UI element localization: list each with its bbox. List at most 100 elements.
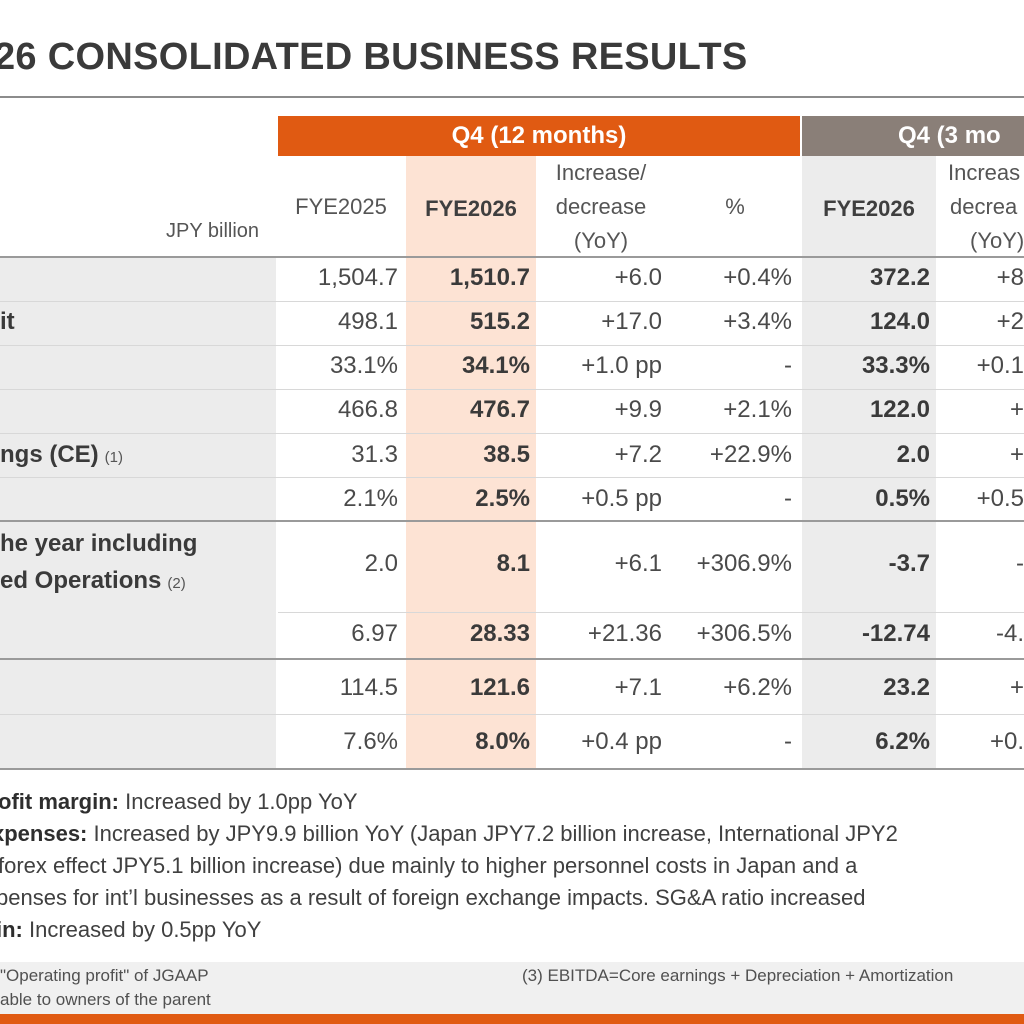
cell-yoy: +9.9: [614, 396, 662, 423]
title-divider: [0, 96, 1024, 98]
cell-fye2026: 38.5: [483, 441, 530, 468]
table-bottom-rule: [0, 768, 1024, 770]
col-header-increase-line2: decrease: [555, 194, 647, 219]
cell-yoy: +17.0: [601, 308, 662, 335]
cell-fye2025: 33.1%: [329, 352, 398, 379]
note-line: in: Increased by 0.5pp YoY: [0, 917, 262, 942]
row-rule: [0, 345, 1024, 346]
cell-fye2026: 2.5%: [475, 485, 530, 512]
cell-q3m-yoy: +0.: [989, 728, 1024, 755]
cell-yoy: +1.0 pp: [581, 352, 662, 379]
cell-yoy: +0.4 pp: [581, 728, 662, 755]
cell-pct: +306.5%: [696, 620, 792, 647]
col-header-increase-line3: (YoY): [573, 228, 629, 253]
cell-q3m: 23.2: [883, 674, 930, 701]
cell-fye2025: 114.5: [339, 674, 398, 701]
cell-q3m: 372.2: [869, 264, 930, 291]
label-column-shade: [0, 258, 276, 768]
footnote-ref-1: (1): [104, 449, 124, 466]
section-rule: [0, 520, 1024, 522]
note-line: penses for int’l businesses as a result …: [0, 885, 866, 910]
cell-pct: +0.4%: [723, 264, 792, 291]
cell-fye2026: 515.2: [469, 308, 530, 335]
col-header-increase-3m-line3: (YoY): [970, 228, 1024, 253]
row-label-6: he year including: [0, 530, 198, 557]
note-line: ofit margin: Increased by 1.0pp YoY: [0, 789, 358, 814]
col-header-percent: %: [725, 194, 745, 219]
cell-q3m-yoy: -: [1016, 550, 1024, 577]
row-rule: [0, 433, 1024, 434]
cell-pct: -: [784, 485, 792, 512]
fye2026-3m-column-shade: [802, 156, 936, 768]
cell-q3m-yoy: +2: [996, 308, 1024, 335]
cell-fye2025: 466.8: [337, 396, 398, 423]
cell-fye2025: 7.6%: [343, 728, 398, 755]
cell-q3m: 2.0: [896, 441, 930, 468]
col-header-increase-3m-line1: Increas: [948, 160, 1021, 185]
cell-pct: -: [784, 728, 792, 755]
row-rule: [0, 301, 1024, 302]
footnote-2: able to owners of the parent: [0, 990, 211, 1009]
cell-yoy: +6.1: [614, 550, 662, 577]
cell-fye2026: 1,510.7: [449, 264, 530, 291]
cell-q3m: 124.0: [869, 308, 930, 335]
cell-fye2025: 2.1%: [343, 485, 398, 512]
page-title: 26 CONSOLIDATED BUSINESS RESULTS: [0, 36, 748, 78]
cell-q3m: 6.2%: [875, 728, 930, 755]
unit-label: JPY billion: [166, 220, 260, 242]
fye2026-column-highlight: [406, 156, 536, 768]
cell-q3m-yoy: +: [1009, 396, 1024, 423]
cell-fye2026: 8.1: [496, 550, 530, 577]
cell-pct: +3.4%: [723, 308, 792, 335]
cell-fye2025: 1,504.7: [317, 264, 398, 291]
cell-q3m-yoy: +8: [996, 264, 1024, 291]
cell-fye2026: 476.7: [469, 396, 530, 423]
cell-yoy: +7.1: [614, 674, 662, 701]
row-rule: [0, 714, 1024, 715]
col-header-fye2026: FYE2026: [425, 196, 517, 221]
cell-yoy: +7.2: [614, 441, 662, 468]
col-header-increase-line1: Increase/: [555, 160, 647, 185]
cell-q3m-yoy: +0.5: [976, 485, 1024, 512]
footnote-1: "Operating profit" of JGAAP: [0, 966, 209, 985]
cell-fye2026: 28.33: [469, 620, 530, 647]
cell-pct: +6.2%: [723, 674, 792, 701]
row-label-1: it: [0, 308, 15, 335]
group-header-3-months: Q4 (3 mo: [802, 116, 1024, 156]
cell-fye2026: 34.1%: [461, 352, 530, 379]
cell-pct: +306.9%: [696, 550, 792, 577]
col-header-fye2026-3m: FYE2026: [823, 196, 915, 221]
cell-q3m-yoy: +0.1: [976, 352, 1024, 379]
row-rule: [0, 389, 1024, 390]
cell-pct: -: [784, 352, 792, 379]
cell-yoy: +0.5 pp: [581, 485, 662, 512]
cell-q3m: 122.0: [869, 396, 930, 423]
cell-fye2025: 498.1: [337, 308, 398, 335]
cell-fye2026: 121.6: [469, 674, 530, 701]
footnote-ref-2: (2): [167, 575, 186, 592]
cell-pct: +2.1%: [723, 396, 792, 423]
cell-q3m-yoy: +: [1009, 441, 1024, 468]
row-rule: [0, 477, 1024, 478]
cell-fye2026: 8.0%: [475, 728, 530, 755]
note-line: xpenses: Increased by JPY9.9 billion YoY…: [0, 821, 898, 846]
cell-pct: +22.9%: [709, 441, 792, 468]
footnote-3: (3) EBITDA=Core earnings + Depreciation …: [522, 966, 954, 985]
cell-q3m: 0.5%: [875, 485, 930, 512]
cell-fye2025: 6.97: [351, 620, 398, 647]
group-header-12-months: Q4 (12 months): [278, 116, 800, 156]
commentary: ofit margin: Increased by 1.0pp YoY xpen…: [0, 786, 1024, 946]
row-rule: [278, 612, 1024, 613]
row-label-6b: ed Operations (2): [0, 567, 186, 594]
cell-q3m: 33.3%: [861, 352, 930, 379]
section-rule: [0, 658, 1024, 660]
cell-q3m: -12.74: [861, 620, 930, 647]
note-line: forex effect JPY5.1 billion increase) du…: [0, 853, 858, 878]
footnotes: "Operating profit" of JGAAP able to owne…: [0, 962, 1024, 1014]
bottom-accent-bar: [0, 1014, 1024, 1024]
col-header-increase-3m: Increas decrea (YoY): [940, 156, 1024, 258]
cell-q3m: -3.7: [888, 550, 930, 577]
col-header-fye2025: FYE2025: [295, 194, 387, 219]
cell-q3m-yoy: -4.: [995, 620, 1024, 647]
col-header-increase-3m-line2: decrea: [950, 194, 1018, 219]
